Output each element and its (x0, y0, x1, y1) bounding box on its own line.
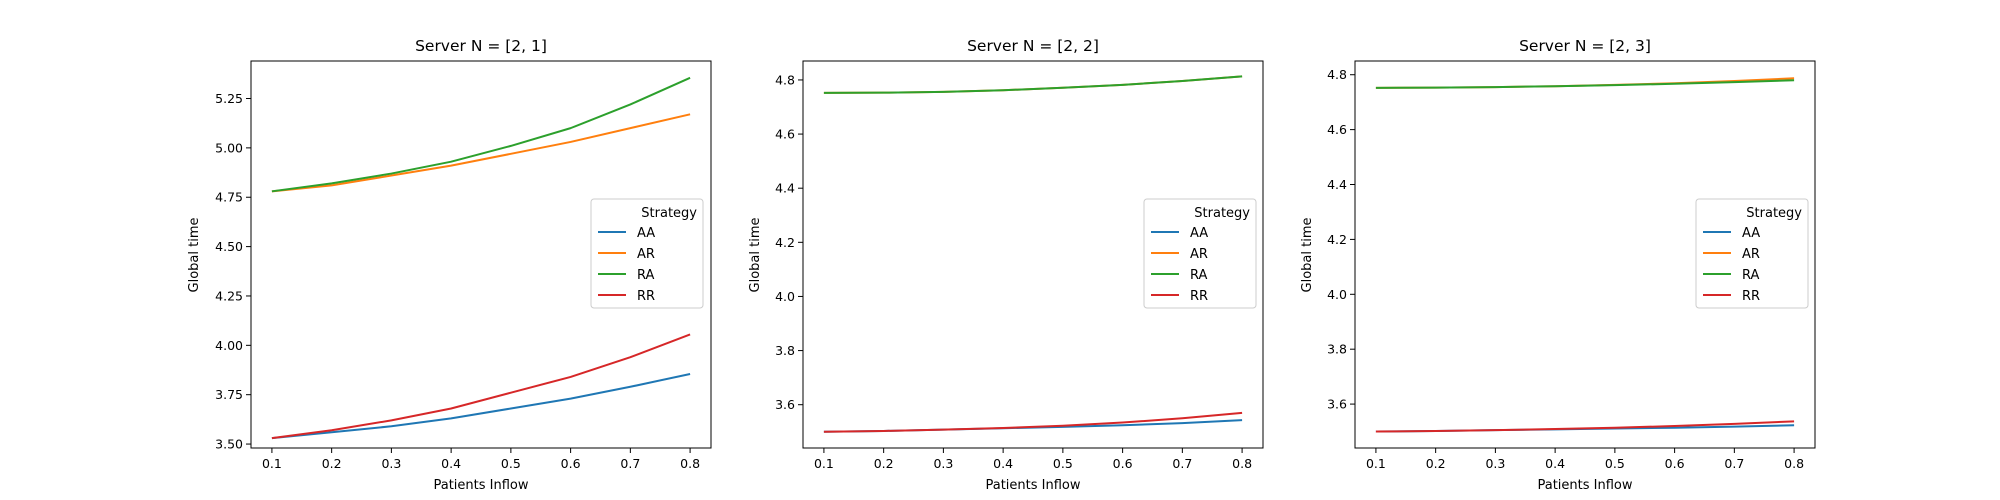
series-lines (1375, 77, 1795, 433)
legend: Strategy AA AR RA RR (1695, 198, 1809, 309)
legend-label-aa: AA (1742, 226, 1760, 241)
x-tick-label: 0.4 (993, 456, 1013, 471)
y-tick-label: 3.6 (775, 397, 795, 412)
series-lines (823, 75, 1243, 433)
x-tick-label: 0.5 (501, 456, 521, 471)
y-tick-label: 4.4 (775, 181, 795, 196)
x-tick-label: 0.1 (814, 456, 834, 471)
legend-label-ra: RA (1190, 268, 1208, 283)
plot-frame (250, 60, 712, 449)
x-tick-label: 0.8 (680, 456, 700, 471)
y-tick-label: 5.25 (215, 91, 243, 106)
x-tick-label: 0.2 (874, 456, 894, 471)
x-tick-label: 0.6 (1665, 456, 1685, 471)
y-tick-label: 4.6 (775, 127, 795, 142)
x-tick-label: 0.7 (1172, 456, 1192, 471)
legend-label-rr: RR (1190, 289, 1208, 304)
x-tick-label: 0.5 (1605, 456, 1625, 471)
legend-title: Strategy (641, 206, 697, 221)
x-tick-label: 0.6 (561, 456, 581, 471)
series-line-aa (271, 372, 691, 440)
y-axis-label: Global time (748, 218, 763, 293)
legend-label-ra: RA (637, 268, 655, 283)
ticks: 0.1 0.2 0.3 0.4 0.5 0.6 0.7 0.8 3.6 3.8 4.0 4.2 4.4 4… (1327, 67, 1804, 471)
ticks: 0.1 0.2 0.3 0.4 0.5 0.6 0.7 0.8 3.50 3.75 4.00 4.25… (215, 91, 700, 471)
x-tick-label: 0.4 (441, 456, 461, 471)
legend-label-ar: AR (1742, 247, 1760, 262)
x-tick-label: 0.7 (1724, 456, 1744, 471)
y-tick-label: 4.4 (1327, 177, 1347, 192)
x-tick-label: 0.1 (1366, 456, 1386, 471)
x-tick-label: 0.4 (1545, 456, 1565, 471)
legend-title: Strategy (1194, 206, 1250, 221)
subplot-server-2-3: Server N = [2, 3] Patients Inflow Global… (1300, 37, 1816, 493)
legend-label-ra: RA (1742, 268, 1760, 283)
y-tick-label: 3.8 (1327, 342, 1347, 357)
y-tick-label: 4.00 (215, 338, 243, 353)
legend-box (1143, 198, 1257, 309)
y-tick-label: 4.6 (1327, 122, 1347, 137)
y-tick-label: 3.8 (775, 343, 795, 358)
x-axis-label: Patients Inflow (985, 478, 1080, 493)
legend-label-aa: AA (1190, 226, 1208, 241)
legend-label-ar: AR (637, 247, 655, 262)
series-lines (271, 76, 691, 440)
series-line-ra (271, 76, 691, 193)
y-tick-label: 5.00 (215, 140, 243, 155)
y-tick-label: 4.2 (1327, 232, 1347, 247)
plot-frame (802, 60, 1264, 449)
y-tick-label: 4.0 (1327, 287, 1347, 302)
x-axis-label: Patients Inflow (1537, 478, 1632, 493)
legend: Strategy AA AR RA RR (590, 198, 704, 309)
series-line-rr (823, 411, 1243, 433)
x-tick-label: 0.3 (381, 456, 401, 471)
x-axis-label: Patients Inflow (433, 478, 528, 493)
series-line-rr (1375, 420, 1795, 433)
subplot-server-2-1: Server N = [2, 1] Patients Inflow Global… (187, 37, 712, 493)
subplot-title: Server N = [2, 2] (967, 37, 1099, 55)
y-tick-label: 4.50 (215, 239, 243, 254)
series-line-ra (1375, 79, 1795, 89)
legend-label-aa: AA (637, 226, 655, 241)
subplot-title: Server N = [2, 1] (415, 37, 547, 55)
legend-box (590, 198, 704, 309)
y-tick-label: 3.6 (1327, 397, 1347, 412)
x-tick-label: 0.2 (1426, 456, 1446, 471)
y-tick-label: 4.75 (215, 190, 243, 205)
x-tick-label: 0.3 (1485, 456, 1505, 471)
x-tick-label: 0.8 (1232, 456, 1252, 471)
y-tick-label: 4.8 (775, 72, 795, 87)
x-tick-label: 0.1 (262, 456, 282, 471)
series-line-ra (823, 75, 1243, 94)
y-tick-label: 3.50 (215, 437, 243, 452)
x-tick-label: 0.8 (1784, 456, 1804, 471)
legend-label-rr: RR (637, 289, 655, 304)
series-line-rr (271, 333, 691, 440)
ticks: 0.1 0.2 0.3 0.4 0.5 0.6 0.7 0.8 3.6 3.8 4.0 4.2 4.4 4… (775, 72, 1252, 471)
series-line-ar (271, 113, 691, 193)
legend: Strategy AA AR RA RR (1143, 198, 1257, 309)
legend-label-rr: RR (1742, 289, 1760, 304)
x-tick-label: 0.6 (1113, 456, 1133, 471)
y-axis-label: Global time (187, 218, 202, 293)
y-tick-label: 4.25 (215, 288, 243, 303)
y-tick-label: 4.8 (1327, 67, 1347, 82)
y-tick-label: 4.0 (775, 289, 795, 304)
subplot-title: Server N = [2, 3] (1519, 37, 1651, 55)
x-tick-label: 0.7 (620, 456, 640, 471)
x-tick-label: 0.5 (1053, 456, 1073, 471)
y-tick-label: 4.2 (775, 235, 795, 250)
subplot-server-2-2: Server N = [2, 2] Patients Inflow Global… (748, 37, 1264, 493)
x-tick-label: 0.3 (933, 456, 953, 471)
y-axis-label: Global time (1300, 218, 1315, 293)
legend-title: Strategy (1746, 206, 1802, 221)
y-tick-label: 3.75 (215, 387, 243, 402)
legend-label-ar: AR (1190, 247, 1208, 262)
plot-frame (1354, 60, 1816, 449)
x-tick-label: 0.2 (322, 456, 342, 471)
legend-box (1695, 198, 1809, 309)
